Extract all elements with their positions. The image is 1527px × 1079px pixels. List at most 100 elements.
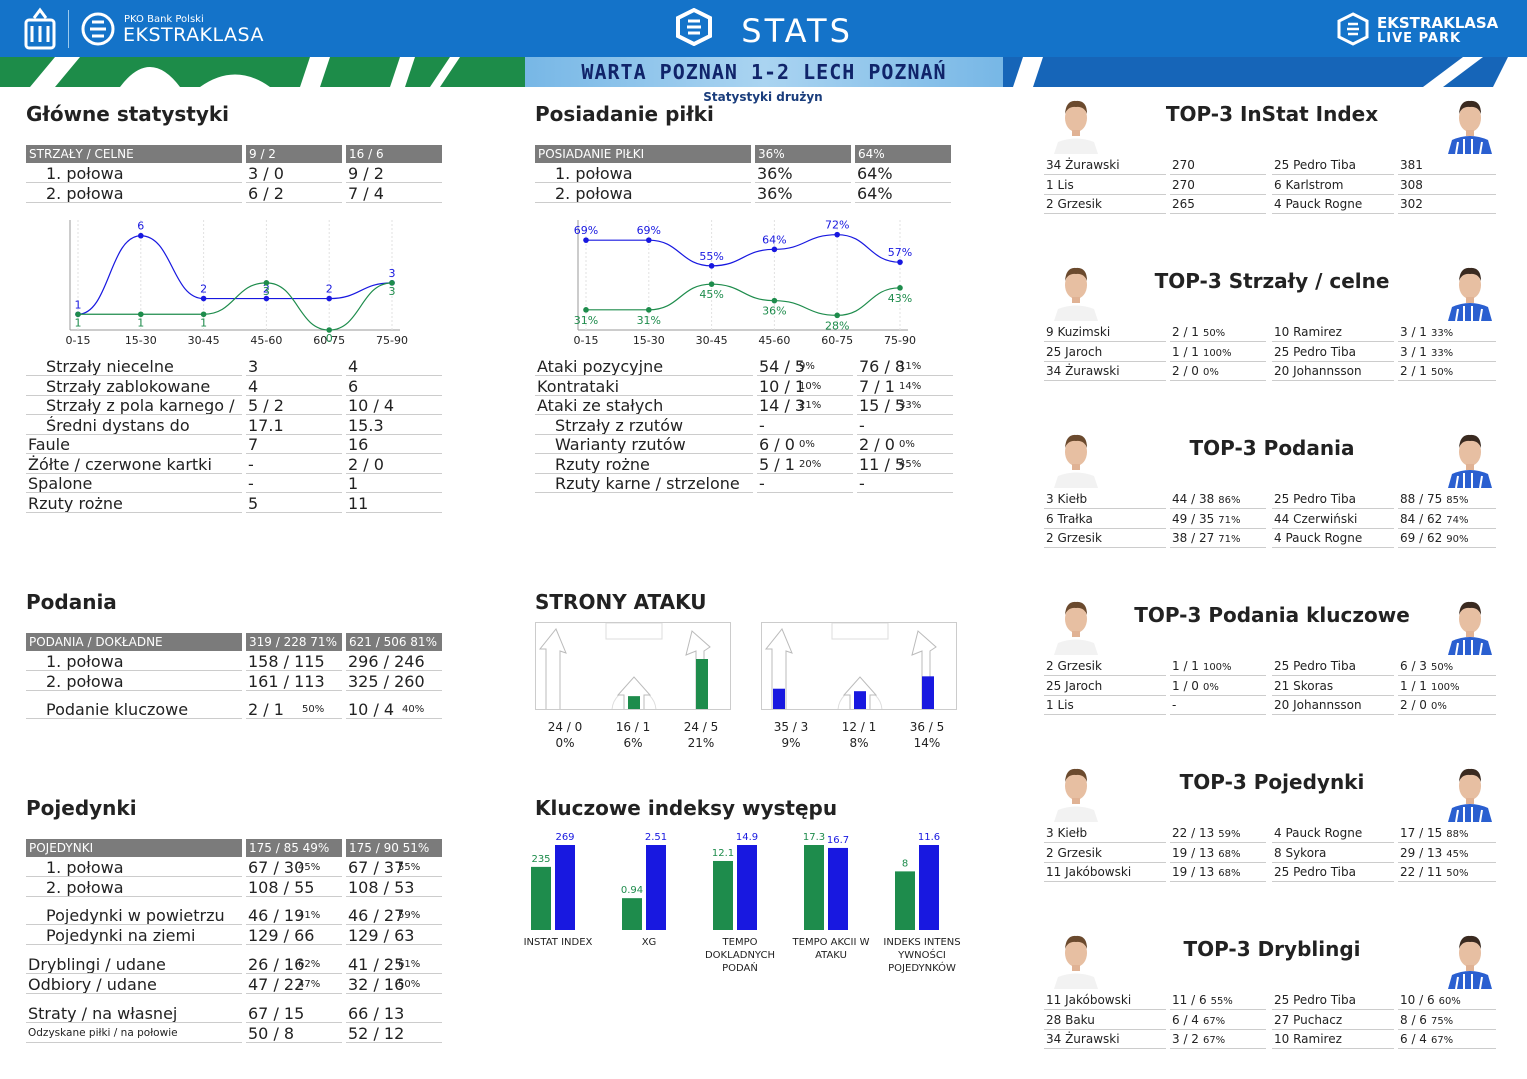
row-home-value: 10 / 1 10%: [757, 377, 853, 396]
row-label: Żółte / czerwone kartki: [26, 455, 242, 474]
row-home-value: 36%: [755, 184, 851, 203]
away-player-photo: [1446, 927, 1494, 990]
player-stat: 19 / 13: [1172, 865, 1215, 879]
row-label-text: Odzyskane piłki / na połowie przeciwnika: [28, 1026, 178, 1039]
player-name: 10 Ramirez: [1274, 1032, 1342, 1046]
player-stat-percent: 67%: [1430, 1035, 1454, 1046]
row-home-value: 7: [246, 435, 342, 454]
top3-value: 270: [1170, 176, 1266, 195]
player-stat-percent: 75%: [1430, 1015, 1454, 1027]
kpi-bar-home: [713, 860, 733, 930]
data-label: 1: [137, 316, 144, 329]
away-value: 67 / 37: [348, 858, 405, 877]
player-stat: 10 / 6: [1400, 993, 1435, 1007]
player-stat-percent: 45%: [1446, 848, 1469, 860]
home-value: 7: [248, 435, 259, 454]
livepark-top: EKSTRAKLASA: [1377, 14, 1499, 32]
player-stat: 17 / 15: [1400, 826, 1443, 840]
player-name: 25 Pedro Tiba: [1274, 659, 1356, 673]
data-label: 0: [326, 332, 333, 345]
away-player-photo: [1446, 593, 1494, 656]
row-away-value: -: [857, 416, 953, 435]
player-stat: 2 / 0: [1172, 364, 1199, 378]
row-label-text: 2. połowa: [46, 183, 124, 203]
kpi-bar-home: [804, 845, 824, 930]
row-home-value: 161 / 113 70%: [246, 672, 342, 691]
kpi-bar-home: [622, 898, 642, 930]
kpi-home-label: 8: [902, 858, 908, 869]
row-label-text: Pojedynki w powietrzu: [46, 906, 225, 925]
player-stat: 3 / 1: [1400, 325, 1427, 339]
top3-value: 17 / 15 88%: [1398, 824, 1496, 843]
home-value: 36%: [757, 164, 793, 183]
data-point: [200, 311, 207, 318]
kpi-home-label: 12.1: [712, 848, 734, 859]
row-away-value: 2 / 0: [346, 455, 442, 474]
player-stat-percent: 71%: [1218, 514, 1241, 526]
home-value: 67 / 30: [248, 858, 305, 877]
top3-player: 2 Grzesik: [1044, 195, 1166, 214]
table-header-away: 621 / 506 81%: [346, 633, 442, 651]
player-name: 2 Grzesik: [1046, 197, 1102, 211]
attack-bar: [628, 696, 640, 709]
player-name: 4 Pauck Rogne: [1274, 826, 1363, 840]
home-value: 3: [248, 357, 259, 376]
pitch-lines: [538, 623, 711, 709]
player-stat-percent: 67%: [1202, 1035, 1226, 1046]
top3-player: 34 Żurawski: [1044, 362, 1166, 381]
row-label-text: Strzały zablokowane: [46, 376, 211, 396]
top3-value: 2 / 0 0%: [1398, 696, 1496, 715]
player-stat: 49 / 35: [1172, 511, 1215, 526]
row-away-value: 2 / 0 0%: [857, 435, 953, 454]
player-stat: 19 / 13: [1172, 845, 1215, 860]
top3-value: 2 / 1 50%: [1170, 323, 1266, 342]
row-home-value: -: [246, 455, 342, 474]
player-name: 25 Pedro Tiba: [1274, 993, 1356, 1007]
away-value: 325 / 260 80%: [348, 671, 425, 691]
data-point: [834, 312, 840, 319]
top3-player: 34 Żurawski: [1044, 156, 1166, 175]
player-stat-percent: 90%: [1446, 534, 1469, 545]
player-stat: 1 / 0: [1172, 678, 1199, 693]
row-label-text: Straty / na własnej połowie: [28, 1004, 178, 1023]
player-stat: 308: [1400, 177, 1423, 192]
row-away-value: 10 / 4 40%: [346, 700, 442, 719]
away-value: 76 / 8: [859, 357, 906, 376]
player-name: 11 Jakóbowski: [1046, 865, 1132, 879]
series-line: [77, 235, 393, 315]
player-name: 25 Pedro Tiba: [1274, 865, 1356, 879]
player-stat-percent: 100%: [1202, 347, 1232, 359]
player-stat-percent: 100%: [1430, 681, 1460, 693]
player-name: 34 Żurawski: [1046, 1032, 1120, 1046]
top3-player: 2 Grzesik: [1044, 529, 1166, 548]
kpi-home-label: 235: [531, 854, 550, 865]
data-label: 2: [200, 283, 207, 296]
row-label-text: Warianty rzutów wolnych: [555, 435, 686, 454]
row-label: 1. połowa: [535, 164, 751, 183]
x-tick-label: 75-90: [376, 334, 408, 347]
player-name: 2 Grzesik: [1046, 531, 1102, 545]
attack-value: 24 / 5: [683, 720, 719, 734]
top3-title: TOP-3 Pojedynki: [1179, 770, 1365, 794]
away-attack-pitch: [761, 622, 957, 710]
player-stat-percent: 0%: [1202, 367, 1219, 378]
data-point: [263, 280, 270, 286]
row-label-text: Dryblingi / udane: [28, 955, 166, 974]
data-label: 36%: [762, 305, 786, 318]
player-name: 28 Baku: [1046, 1012, 1095, 1027]
attack-sides-title: STRONY ATAKU: [535, 590, 707, 614]
player-stat-percent: 67%: [1202, 1015, 1226, 1027]
row-home-value: 108 / 55 51%: [246, 878, 342, 897]
player-stat: 2 / 1: [1172, 325, 1199, 339]
row-away-value: 66 / 13: [346, 1004, 442, 1023]
row-away-value: 46 / 27 59%: [346, 906, 442, 925]
home-percent: 45%: [298, 862, 321, 873]
player-stat: 29 / 13: [1400, 845, 1443, 860]
player-stat-percent: 71%: [1218, 534, 1241, 545]
top3-player: 44 Czerwiński: [1272, 510, 1394, 529]
data-label: 3: [389, 267, 396, 280]
top3-value: 22 / 11 50%: [1398, 863, 1496, 882]
player-stat: 88 / 75: [1400, 492, 1443, 506]
top3-player: 25 Jaroch: [1044, 343, 1166, 362]
player-stat-percent: 50%: [1446, 868, 1469, 879]
